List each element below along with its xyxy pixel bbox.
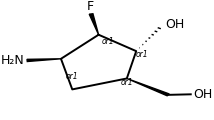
Text: F: F [87, 0, 94, 13]
Text: or1: or1 [66, 72, 78, 81]
Text: or1: or1 [135, 51, 148, 60]
Polygon shape [27, 59, 61, 62]
Text: or1: or1 [101, 37, 114, 46]
Text: OH: OH [193, 88, 212, 101]
Polygon shape [127, 78, 169, 96]
Polygon shape [89, 14, 99, 35]
Text: H₂N: H₂N [1, 54, 24, 67]
Text: or1: or1 [120, 78, 133, 87]
Text: OH: OH [165, 18, 185, 31]
